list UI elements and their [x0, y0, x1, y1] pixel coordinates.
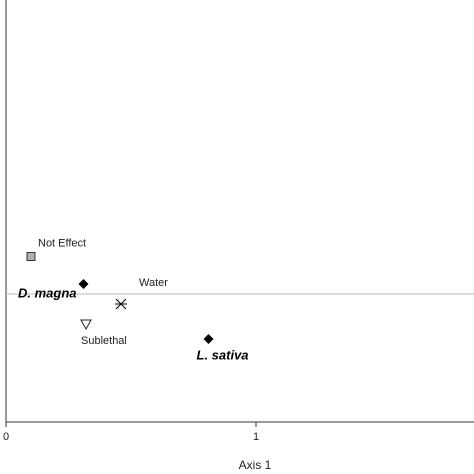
x-tick-label: 1: [253, 431, 259, 443]
marker-star: [115, 298, 127, 310]
marker-diamond: [78, 279, 89, 289]
marker-square: [26, 252, 36, 261]
marker-triangle: [80, 319, 92, 331]
point-label: Sublethal: [81, 335, 127, 347]
point-label: Not Effect: [38, 237, 86, 249]
point-label: L. sativa: [197, 347, 249, 362]
point-label: Water: [139, 277, 168, 289]
point-label: D. magna: [18, 285, 77, 300]
x-axis-label: Axis 1: [239, 458, 272, 472]
x-tick-label: 0: [3, 431, 9, 443]
marker-diamond: [203, 334, 214, 344]
